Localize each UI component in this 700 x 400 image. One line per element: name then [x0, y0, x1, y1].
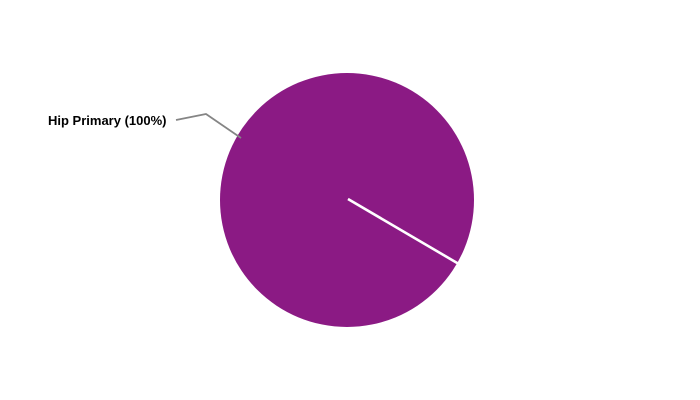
label-leader-line: [175, 113, 242, 139]
slice-label: Hip Primary (100%): [48, 113, 167, 128]
slice-divider-line: [347, 197, 459, 265]
pie-slice-hip-primary[interactable]: [220, 73, 474, 327]
